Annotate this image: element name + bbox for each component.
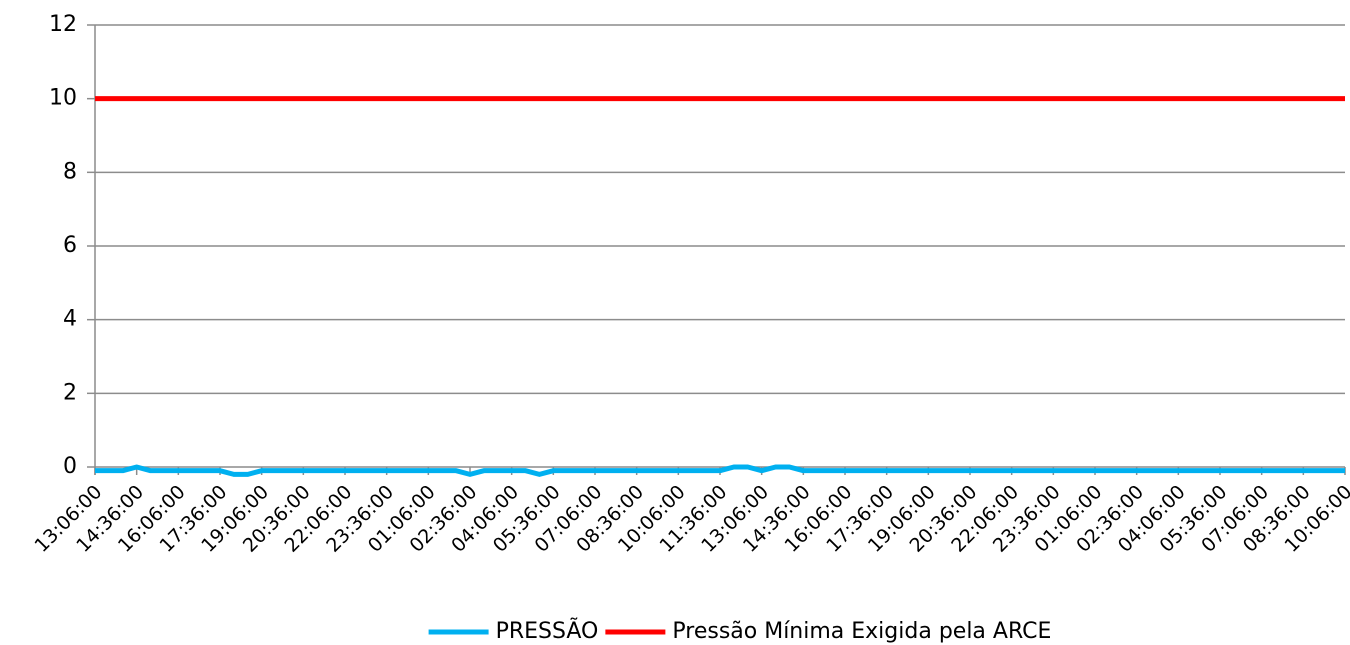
legend-label: PRESSÃO: [496, 617, 599, 644]
y-tick-label: 10: [49, 86, 77, 111]
y-tick-label: 2: [63, 380, 77, 405]
y-tick-label: 12: [49, 12, 77, 37]
y-tick-label: 8: [63, 159, 77, 184]
legend-label: Pressão Mínima Exigida pela ARCE: [672, 619, 1051, 644]
y-tick-label: 4: [63, 307, 77, 332]
y-tick-label: 0: [63, 454, 77, 479]
y-tick-label: 6: [63, 233, 77, 258]
series-line: [95, 464, 1345, 477]
